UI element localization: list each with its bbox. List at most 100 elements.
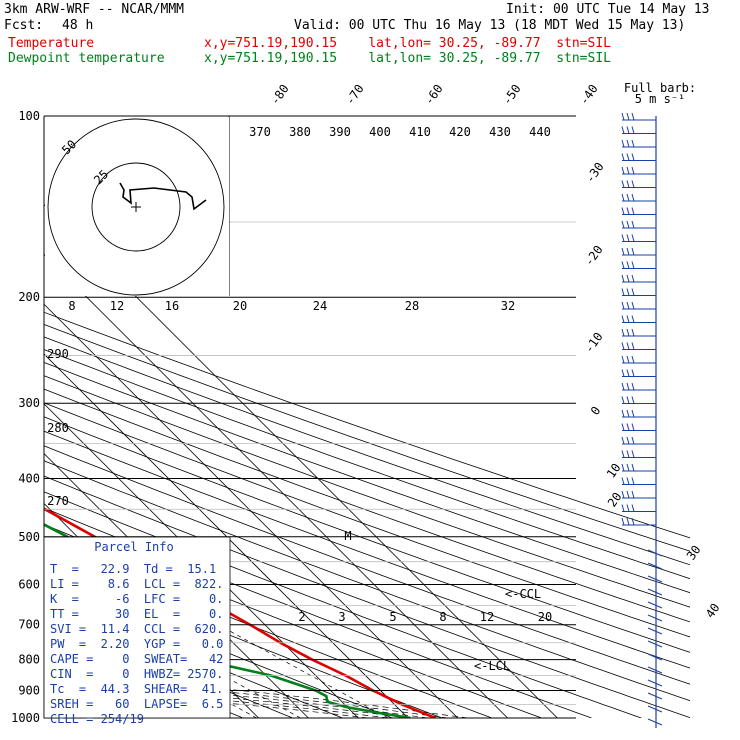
wind-barb-feather	[631, 301, 635, 310]
wind-barb-feather	[626, 490, 630, 499]
wind-barb-feather	[621, 166, 625, 175]
wind-barb-feather	[626, 207, 630, 215]
isotherm-label: -50	[500, 82, 524, 108]
theta-label: 400	[369, 125, 391, 139]
isotherm-label: -30	[583, 160, 607, 186]
wind-barb-feather	[631, 477, 635, 485]
mixing-ratio-label-top: 32	[501, 299, 515, 313]
parcel-info-row: LI = 8.6 LCL = 822.	[50, 577, 223, 591]
wind-barb-feather	[621, 504, 625, 512]
mixing-ratio-label-low: 12	[480, 610, 494, 624]
wind-barb-feather	[631, 355, 635, 364]
pressure-tick-label: 100	[18, 109, 40, 123]
wind-barb-feather	[621, 463, 625, 472]
pressure-tick-label: 1000	[11, 711, 40, 725]
wind-barb-feather	[621, 180, 625, 188]
mixing-ratio-label-top: 28	[405, 299, 419, 313]
model-title: 3km ARW-WRF -- NCAR/MMM	[4, 2, 185, 17]
wind-barb-feather	[626, 301, 630, 310]
wind-barb-feather	[626, 247, 630, 256]
wind-barb-feather	[621, 450, 625, 458]
pressure-tick-label: 300	[18, 396, 40, 410]
wind-barb-feather	[631, 274, 635, 283]
wind-barb-feather	[631, 139, 635, 148]
mixing-ratio-label-low: 3	[338, 610, 345, 624]
wind-barb-feather	[626, 234, 630, 242]
wind-barb-feather	[626, 409, 630, 418]
wind-legend-units: 5 m s⁻¹	[635, 92, 686, 106]
wind-barb	[647, 588, 663, 596]
wind-barb	[647, 718, 663, 726]
parcel-info-row: SREH = 60 LAPSE= 6.5	[50, 697, 223, 711]
wind-barb-feather	[621, 274, 625, 283]
wind-barb-feather	[631, 207, 635, 215]
parcel-info-row: PW = 2.20 YGP = 0.0	[50, 637, 223, 651]
isotherm-label: -40	[577, 82, 601, 108]
lcl-label: <-LCL	[474, 659, 510, 673]
wind-barb-feather	[626, 180, 630, 188]
parcel-info-row: SVI = 11.4 CCL = 620.	[50, 622, 223, 636]
parcel-info-row: TT = 30 EL = 0.	[50, 607, 223, 621]
wind-barb-feather	[631, 153, 635, 161]
parcel-info-row: CAPE = 0 SWEAT= 42	[50, 652, 223, 666]
theta-label: 380	[289, 125, 311, 139]
wind-barb-feather	[626, 504, 630, 512]
pressure-tick-label: 700	[18, 618, 40, 632]
fcst-value: 48 h	[62, 18, 94, 33]
isotherm-line	[0, 116, 10, 718]
temp-legend-loc: x,y=751.19,190.15 lat,lon= 30.25, -89.77…	[204, 36, 611, 51]
wind-barb	[647, 614, 663, 622]
temp-legend-label: Temperature	[8, 36, 95, 51]
dew-legend-label: Dewpoint temperature	[8, 51, 165, 66]
wind-barb-feather	[631, 369, 635, 377]
wind-barb-feather	[631, 112, 635, 121]
hodograph-trace	[119, 182, 207, 211]
parcel-info-row: T = 22.9 Td = 15.1	[50, 562, 216, 576]
wind-barb-feather	[631, 328, 635, 337]
parcel-info-row: CIN = 0 HWBZ= 2570.	[50, 667, 223, 681]
wind-barb-feather	[626, 436, 630, 445]
parcel-info-row: K = -6 LFC = 0.	[50, 592, 223, 606]
wind-barb-feather	[631, 180, 635, 188]
theta-label: 430	[489, 125, 511, 139]
wind-barb-feather	[621, 207, 625, 215]
pressure-tick-label: 200	[18, 290, 40, 304]
wind-barb-feather	[626, 126, 630, 134]
wind-barb-feather	[621, 396, 625, 404]
wind-barb-feather	[631, 220, 635, 229]
parcel-info-box	[43, 536, 231, 719]
parcel-info-row: Tc = 44.3 SHEAR= 41.	[50, 682, 223, 696]
wind-barb-feather	[631, 166, 635, 175]
mixing-ratio-label-top: 12	[110, 299, 124, 313]
wind-barb-feather	[626, 193, 630, 202]
wind-barb-feather	[626, 315, 630, 323]
isotherm-label: -70	[343, 82, 367, 108]
wind-barb-feather	[626, 342, 630, 350]
mixing-ratio-label-top: 16	[165, 299, 179, 313]
isotherm-label: 40	[703, 601, 723, 621]
wind-barb-feather	[626, 517, 630, 526]
wind-barb-feather	[626, 261, 630, 269]
hodograph-ring	[47, 118, 225, 296]
wind-barb-feather	[631, 517, 635, 526]
wind-barb-feather	[621, 423, 625, 431]
pressure-tick-label: 400	[18, 471, 40, 485]
wind-barb-feather	[621, 301, 625, 310]
dry-adiabat-label: 290	[47, 347, 69, 361]
isotherm-line	[44, 303, 459, 718]
wind-barb-feather	[631, 342, 635, 350]
wind-barb-feather	[631, 247, 635, 256]
isotherm-label: -10	[582, 330, 606, 356]
mixing-ratio-label-top: 24	[313, 299, 327, 313]
wind-barb-feather	[621, 517, 625, 526]
wind-barb-feather	[621, 126, 625, 134]
parcel-info-title: Parcel Info	[94, 540, 173, 554]
theta-label: 440	[529, 125, 551, 139]
wind-barb-feather	[631, 490, 635, 499]
wind-barb-feather	[626, 423, 630, 431]
wind-barb-feather	[626, 153, 630, 161]
dry-adiabat-line	[44, 362, 690, 594]
wind-barb-feather	[631, 504, 635, 512]
